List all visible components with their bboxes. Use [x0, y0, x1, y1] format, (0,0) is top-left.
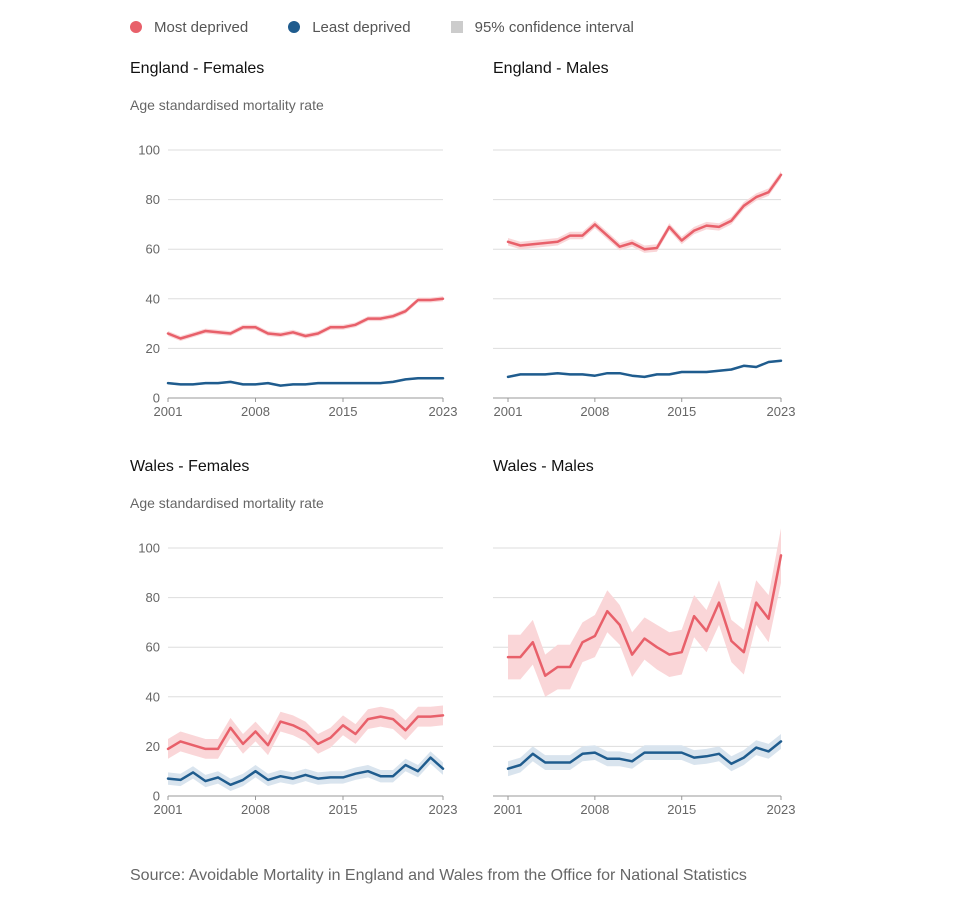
- legend-item-least-deprived: Least deprived: [288, 18, 411, 36]
- x-tick-label-england-females-2001: 2001: [154, 404, 183, 419]
- confidence-band-most-deprived-wales-males: [508, 528, 781, 697]
- y-tick-label-wales-females-100: 100: [138, 541, 160, 556]
- x-tick-label-wales-males-2023: 2023: [767, 802, 796, 817]
- series-line-most-deprived-wales-males: [506, 554, 783, 677]
- legend-item-confidence-interval: 95% confidence interval: [450, 18, 634, 36]
- y-tick-label-england-females-20: 20: [146, 341, 160, 356]
- x-tick-label-wales-females-2015: 2015: [329, 802, 358, 817]
- x-tick-label-england-females-2008: 2008: [241, 404, 270, 419]
- x-tick-label-england-males-2023: 2023: [767, 404, 796, 419]
- x-tick-label-wales-females-2001: 2001: [154, 802, 183, 817]
- legend-swatch-confidence-interval: [450, 21, 463, 33]
- panel-title-wales-females: Wales - Females: [130, 458, 250, 475]
- y-tick-label-wales-females-60: 60: [146, 640, 160, 655]
- panel-england-females: 0 20 40 60 80 100 2001 2008 2015 2023: [138, 143, 457, 420]
- y-tick-label-wales-females-40: 40: [146, 689, 160, 704]
- y-axis-label-england: Age standardised mortality rate: [130, 97, 324, 113]
- x-tick-label-wales-females-2008: 2008: [241, 802, 270, 817]
- chart-legend: Most deprived Least deprived 95% confide…: [130, 15, 674, 39]
- panel-title-england-males: England - Males: [493, 60, 609, 77]
- x-tick-label-england-males-2015: 2015: [667, 404, 696, 419]
- confidence-band-most-deprived-england-females: [168, 296, 443, 341]
- x-tick-label-wales-males-2008: 2008: [580, 802, 609, 817]
- y-tick-label-wales-females-0: 0: [153, 789, 160, 804]
- y-tick-label-england-females-0: 0: [153, 391, 160, 406]
- series-line-least-deprived-wales-males: [506, 740, 783, 770]
- legend-label-confidence-interval: 95% confidence interval: [474, 18, 634, 36]
- legend-swatch-most-deprived: [130, 21, 142, 33]
- legend-item-most-deprived: Most deprived: [130, 19, 248, 36]
- panel-title-wales-males: Wales - Males: [493, 458, 594, 475]
- legend-label-least-deprived: Least deprived: [312, 18, 411, 36]
- panel-england-males: 2001 2008 2015 2023: [493, 149, 796, 419]
- series-line-most-deprived-england-females: [166, 297, 445, 340]
- y-tick-label-england-females-100: 100: [138, 143, 160, 158]
- legend-swatch-least-deprived: [288, 21, 301, 33]
- confidence-band-most-deprived-england-males: [508, 171, 781, 253]
- panel-title-england-females: England - Females: [130, 60, 265, 77]
- panel-wales-females: 0 20 40 60 80 100 2001 2008 2015 2023: [138, 541, 457, 818]
- confidence-band-least-deprived-wales-males: [508, 734, 781, 777]
- y-tick-label-wales-females-20: 20: [146, 739, 160, 754]
- y-tick-label-england-females-80: 80: [146, 192, 160, 207]
- confidence-band-least-deprived-england-males: [508, 359, 781, 379]
- series-line-most-deprived-england-males: [506, 173, 783, 251]
- small-multiples-chart: 0 20 40 60 80 100 2001 2008 2015 2023 2001 2008 2015…: [138, 143, 796, 818]
- source-note: Source: Avoidable Mortality in England a…: [130, 867, 747, 884]
- x-tick-label-wales-males-2001: 2001: [494, 802, 523, 817]
- x-tick-label-england-females-2023: 2023: [429, 404, 458, 419]
- x-tick-label-england-males-2008: 2008: [580, 404, 609, 419]
- series-line-least-deprived-england-males: [506, 359, 783, 379]
- y-axis-label-wales: Age standardised mortality rate: [130, 495, 324, 511]
- series-line-most-deprived-wales-females: [166, 714, 445, 751]
- series-line-least-deprived-wales-females: [166, 756, 445, 787]
- y-tick-label-wales-females-80: 80: [146, 590, 160, 605]
- y-tick-label-england-females-60: 60: [146, 242, 160, 257]
- x-tick-label-wales-females-2023: 2023: [429, 802, 458, 817]
- x-tick-label-england-males-2001: 2001: [494, 404, 523, 419]
- legend-label-most-deprived: Most deprived: [154, 18, 249, 36]
- panel-wales-males: 2001 2008 2015 2023: [493, 528, 795, 817]
- x-tick-label-england-females-2015: 2015: [329, 404, 358, 419]
- y-tick-label-england-females-40: 40: [146, 291, 160, 306]
- series-line-least-deprived-england-females: [166, 376, 445, 387]
- x-tick-label-wales-males-2015: 2015: [667, 802, 696, 817]
